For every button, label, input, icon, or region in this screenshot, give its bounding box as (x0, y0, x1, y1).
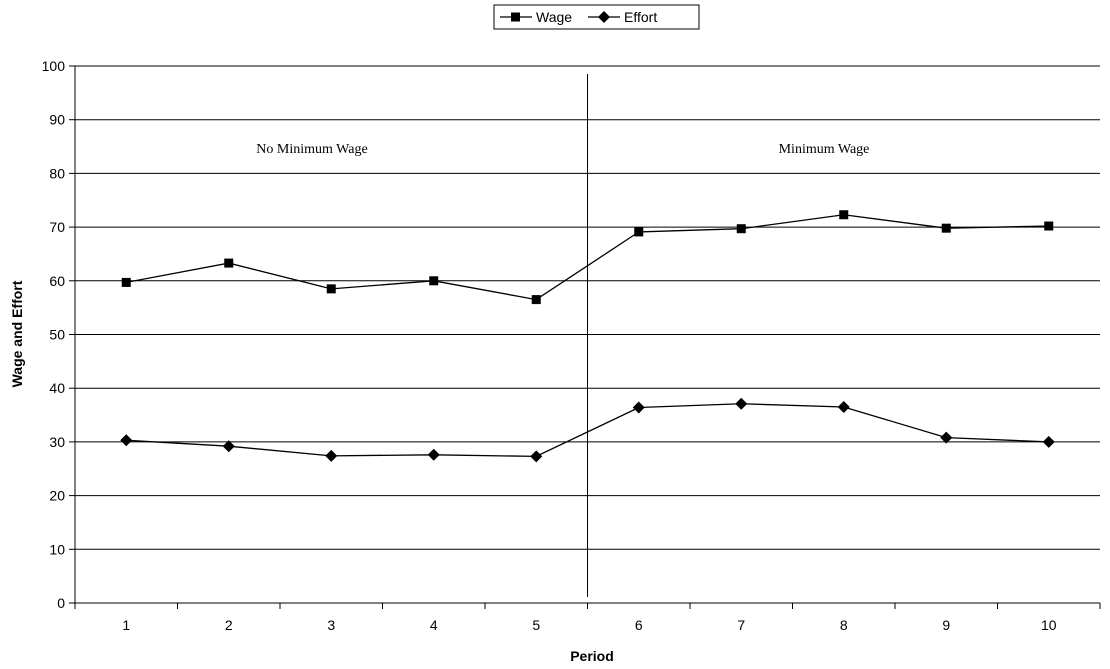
annotation-minimum-wage: Minimum Wage (779, 142, 870, 157)
legend-effort-label: Effort (624, 9, 657, 25)
y-tick-label: 0 (57, 595, 65, 611)
y-tick-label: 90 (49, 112, 65, 128)
wage-point (941, 223, 951, 233)
y-tick-labels: 0 10 20 30 40 50 60 70 80 90 100 (42, 58, 66, 611)
x-tick-label: 6 (635, 617, 643, 633)
wage-point (429, 276, 439, 286)
effort-point (735, 397, 748, 410)
effort-point (632, 401, 645, 414)
x-tick-label: 10 (1041, 617, 1057, 633)
wage-point (736, 224, 746, 234)
x-axis-title: Period (570, 648, 614, 664)
y-tick-label: 100 (42, 58, 66, 74)
effort-point (837, 400, 850, 413)
legend: Wage Effort (493, 4, 700, 30)
wage-point (1044, 221, 1054, 231)
wage-series-line (126, 214, 1049, 301)
x-tick-labels: 1 2 3 4 5 6 7 8 9 10 (122, 617, 1056, 633)
series-lines (120, 210, 1055, 463)
legend-wage-marker (511, 12, 520, 22)
y-tick-label: 60 (49, 273, 65, 289)
legend-effort-marker (598, 11, 610, 23)
x-tick-label: 8 (840, 617, 848, 633)
x-tick-label: 5 (532, 617, 540, 633)
x-tick-label: 4 (430, 617, 438, 633)
y-tick-label: 40 (49, 380, 65, 396)
y-tick-label: 20 (49, 488, 65, 504)
wage-point (224, 258, 234, 268)
y-axis-title: Wage and Effort (9, 280, 25, 387)
y-tick-label: 80 (49, 165, 65, 181)
effort-point (325, 449, 338, 462)
wage-point (326, 284, 336, 294)
effort-series-line (126, 403, 1049, 458)
x-tick-label: 7 (737, 617, 745, 633)
y-tick-label: 10 (49, 541, 65, 557)
wage-point (634, 227, 644, 237)
y-tick-label: 30 (49, 434, 65, 450)
wage-point (531, 295, 541, 305)
annotation-no-minimum-wage: No Minimum Wage (256, 142, 367, 157)
x-tick-label: 9 (942, 617, 950, 633)
effort-point (530, 450, 543, 463)
x-tick-label: 3 (327, 617, 335, 633)
wage-point (839, 210, 849, 220)
effort-point (120, 434, 133, 447)
legend-wage-label: Wage (536, 9, 572, 25)
wage-point (121, 277, 131, 287)
effort-point (940, 431, 953, 444)
x-tick-label: 2 (225, 617, 233, 633)
axes (69, 65, 1101, 609)
x-tick-label: 1 (122, 617, 130, 633)
effort-point (427, 448, 440, 461)
y-tick-label: 50 (49, 327, 65, 343)
effort-point (222, 440, 235, 453)
y-tick-label: 70 (49, 219, 65, 235)
effort-point (1042, 435, 1055, 448)
